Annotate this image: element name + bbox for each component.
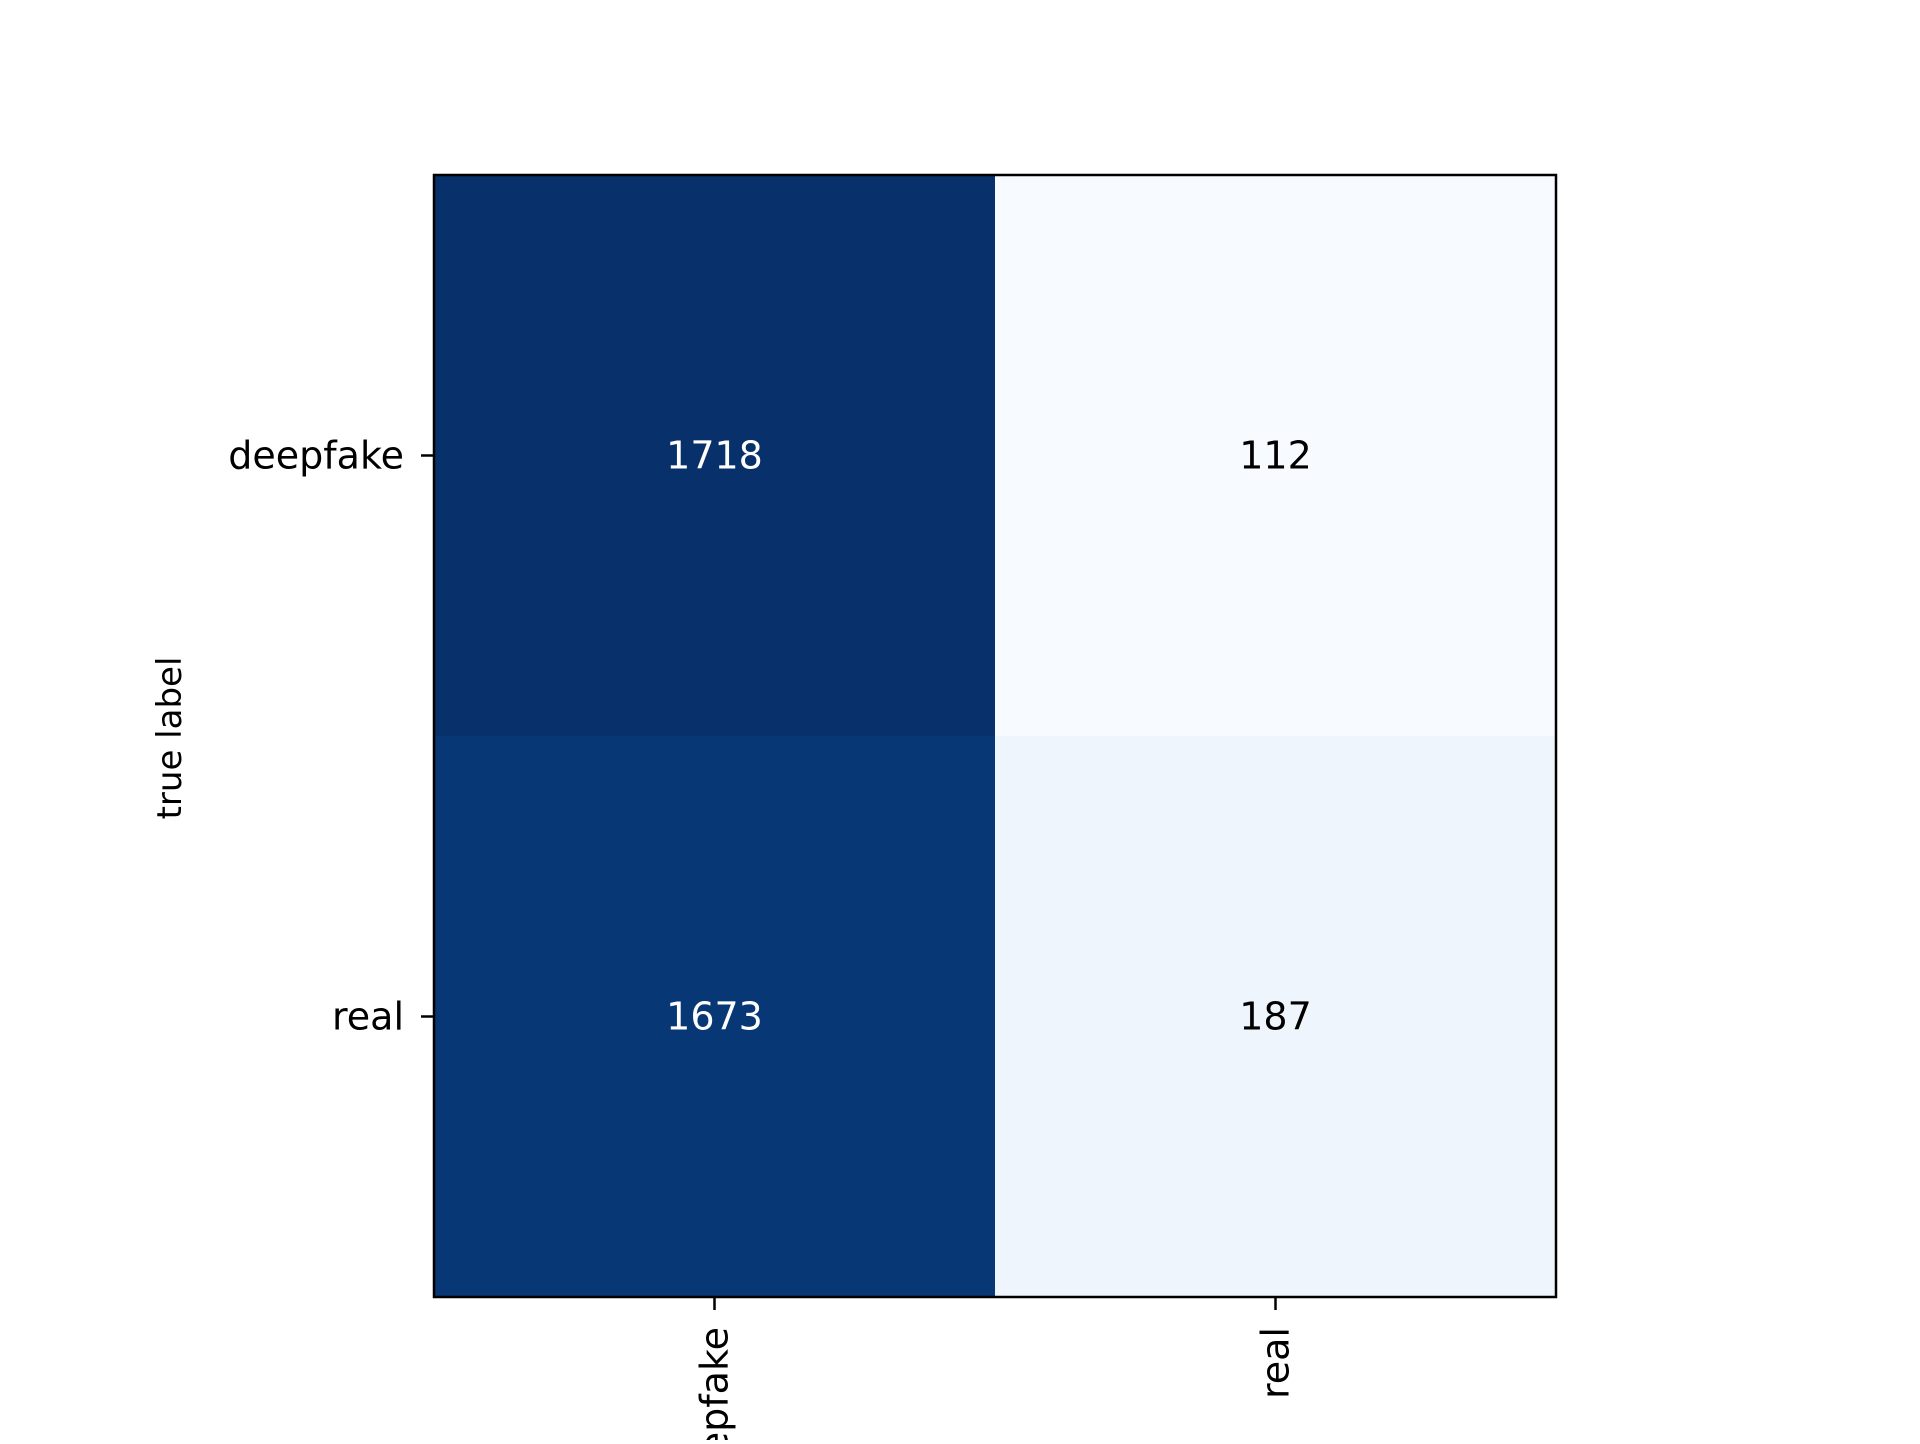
heatmap-cell-real-deepfake (434, 736, 996, 1298)
heatmap-cells (434, 175, 1557, 1298)
heatmap-cell-deepfake-real (995, 175, 1557, 737)
y-axis-ticks: deepfake real (228, 434, 434, 1039)
cell-value-label: 187 (1239, 995, 1312, 1039)
cell-value-labels: 1718 112 1673 187 (666, 434, 1312, 1039)
heatmap-cell-deepfake-deepfake (434, 175, 996, 737)
heatmap-cell-real-real (995, 736, 1557, 1298)
x-axis-ticks: deepfake real (693, 1297, 1298, 1444)
cell-value-label: 1718 (666, 434, 763, 478)
x-tick-label: deepfake (693, 1327, 737, 1440)
y-axis-label: true label (150, 657, 190, 820)
y-tick-label: real (332, 995, 404, 1039)
cell-value-label: 1673 (666, 995, 763, 1039)
cell-value-label: 112 (1239, 434, 1312, 478)
y-tick-label: deepfake (228, 434, 404, 478)
plot-frame (432, 173, 1558, 1299)
x-tick-label: real (1254, 1327, 1298, 1399)
